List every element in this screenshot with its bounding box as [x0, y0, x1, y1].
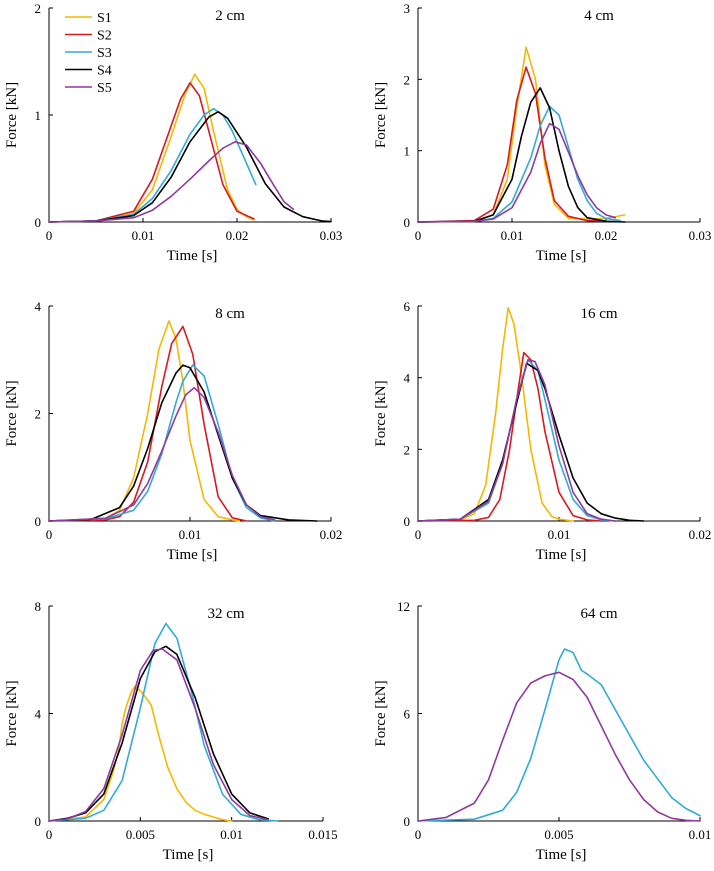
chart-title: 2 cm: [215, 8, 245, 24]
y-axis-label: Force [kN]: [373, 380, 389, 446]
chart-title: 8 cm: [215, 306, 245, 322]
x-tick-label: 0.01: [220, 827, 243, 842]
series-line-s5: [48, 386, 276, 522]
x-tick-label: 0: [46, 827, 53, 842]
y-tick-label: 1: [404, 144, 411, 159]
x-tick-label: 0: [415, 827, 422, 842]
chart-panel-5: 0 0.005 0.01 0.015 0 4 8 Time [s] Force [kN] 32 c…: [4, 599, 338, 863]
chart-panel-1: 0 0.01 0.02 0.03 0 1 2 Time [s] Force [kN] 2 cm: [4, 1, 342, 264]
x-tick-label: 0.01: [548, 527, 571, 542]
y-tick-label: 4: [35, 707, 42, 722]
y-axis-label: Force [kN]: [4, 380, 20, 446]
y-axis-label: Force [kN]: [4, 680, 20, 746]
series-line-s4: [417, 362, 645, 522]
y-tick-label: 12: [397, 599, 410, 614]
x-axis-label: Time [s]: [167, 547, 218, 563]
y-tick-label: 3: [404, 1, 411, 16]
x-axis-label: Time [s]: [536, 547, 587, 563]
x-tick-label: 0.015: [308, 827, 337, 842]
y-tick-label: 2: [35, 1, 42, 16]
series-line-s3: [48, 107, 257, 223]
series-line-s2: [417, 66, 607, 223]
x-tick-label: 0.01: [689, 827, 712, 842]
series-line-s2: [48, 82, 255, 223]
series-line-s1: [417, 306, 574, 522]
chart-title: 32 cm: [207, 606, 244, 622]
y-tick-label: 1: [35, 108, 42, 123]
chart-title: 16 cm: [580, 306, 617, 322]
series-line-s3: [417, 648, 701, 822]
y-tick-label: 0: [35, 814, 42, 829]
x-axis-label: Time [s]: [167, 248, 218, 264]
x-axis-label: Time [s]: [536, 847, 587, 863]
legend-label-s1: S1: [97, 11, 112, 26]
x-axis-label: Time [s]: [536, 248, 587, 264]
series-line-s3: [417, 105, 621, 223]
x-tick-label: 0.02: [226, 228, 249, 243]
series-line-s5: [417, 358, 617, 522]
y-tick-label: 2: [35, 407, 42, 422]
legend-label-s4: S4: [97, 64, 112, 79]
series-line-s2: [417, 351, 603, 522]
series-line-s5: [417, 122, 617, 223]
series-line-s4: [417, 87, 626, 223]
x-tick-label: 0.02: [320, 527, 343, 542]
chart-panel-2: 0 0.01 0.02 0.03 0 1 2 3 Time [s] Force [kN] 4 cm: [373, 1, 711, 264]
series-line-s5: [417, 671, 701, 822]
legend-label-s2: S2: [97, 29, 112, 44]
x-tick-label: 0: [46, 228, 53, 243]
series-line-s2: [48, 325, 248, 522]
y-tick-label: 0: [404, 814, 411, 829]
legend-label-s5: S5: [97, 81, 112, 96]
series-line-s4: [48, 111, 332, 223]
x-tick-label: 0.03: [320, 228, 343, 243]
x-tick-label: 0.005: [544, 827, 573, 842]
y-tick-label: 2: [404, 442, 411, 457]
y-tick-label: 4: [35, 299, 42, 314]
series-line-s5: [48, 141, 295, 223]
series-line-s3: [417, 358, 617, 522]
x-tick-label: 0: [415, 228, 422, 243]
x-tick-label: 0.02: [689, 527, 712, 542]
series-line-s1: [48, 320, 241, 522]
series-line-s3: [48, 364, 276, 522]
y-tick-label: 0: [404, 215, 411, 230]
legend: S1 S2 S3 S4 S5: [65, 11, 112, 96]
y-axis-label: Force [kN]: [373, 82, 389, 148]
x-tick-label: 0.005: [126, 827, 155, 842]
series-line-s1: [48, 73, 255, 223]
chart-panel-4: 0 0.01 0.02 0 2 4 6 Time [s] Force [kN] 16 cm: [373, 299, 711, 563]
chart-title: 64 cm: [580, 606, 617, 622]
chart-panel-6: 0 0.005 0.01 0 6 12 Time [s] Force [kN] 64 cm: [373, 599, 711, 863]
y-axis-label: Force [kN]: [4, 82, 20, 148]
y-axis-label: Force [kN]: [373, 680, 389, 746]
series-line-s4: [48, 364, 318, 522]
y-tick-label: 6: [404, 299, 411, 314]
legend-label-s3: S3: [97, 46, 112, 61]
y-tick-label: 2: [404, 72, 411, 87]
series-line-s3: [48, 622, 279, 822]
x-axis-label: Time [s]: [163, 847, 214, 863]
series-line-s5: [48, 648, 270, 822]
x-tick-label: 0: [46, 527, 53, 542]
x-tick-label: 0.03: [689, 228, 712, 243]
y-tick-label: 4: [404, 371, 411, 386]
y-tick-label: 0: [404, 514, 411, 529]
y-tick-label: 6: [404, 707, 411, 722]
y-tick-label: 8: [35, 599, 42, 614]
y-tick-label: 0: [35, 215, 42, 230]
y-tick-label: 0: [35, 514, 42, 529]
x-tick-label: 0.02: [595, 228, 618, 243]
x-tick-label: 0: [415, 527, 422, 542]
x-tick-label: 0.01: [179, 527, 202, 542]
chart-panel-3: 0 0.01 0.02 0 2 4 Time [s] Force [kN] 8 cm: [4, 299, 342, 563]
chart-title: 4 cm: [584, 8, 614, 24]
x-tick-label: 0.01: [501, 228, 524, 243]
x-tick-label: 0.01: [132, 228, 155, 243]
